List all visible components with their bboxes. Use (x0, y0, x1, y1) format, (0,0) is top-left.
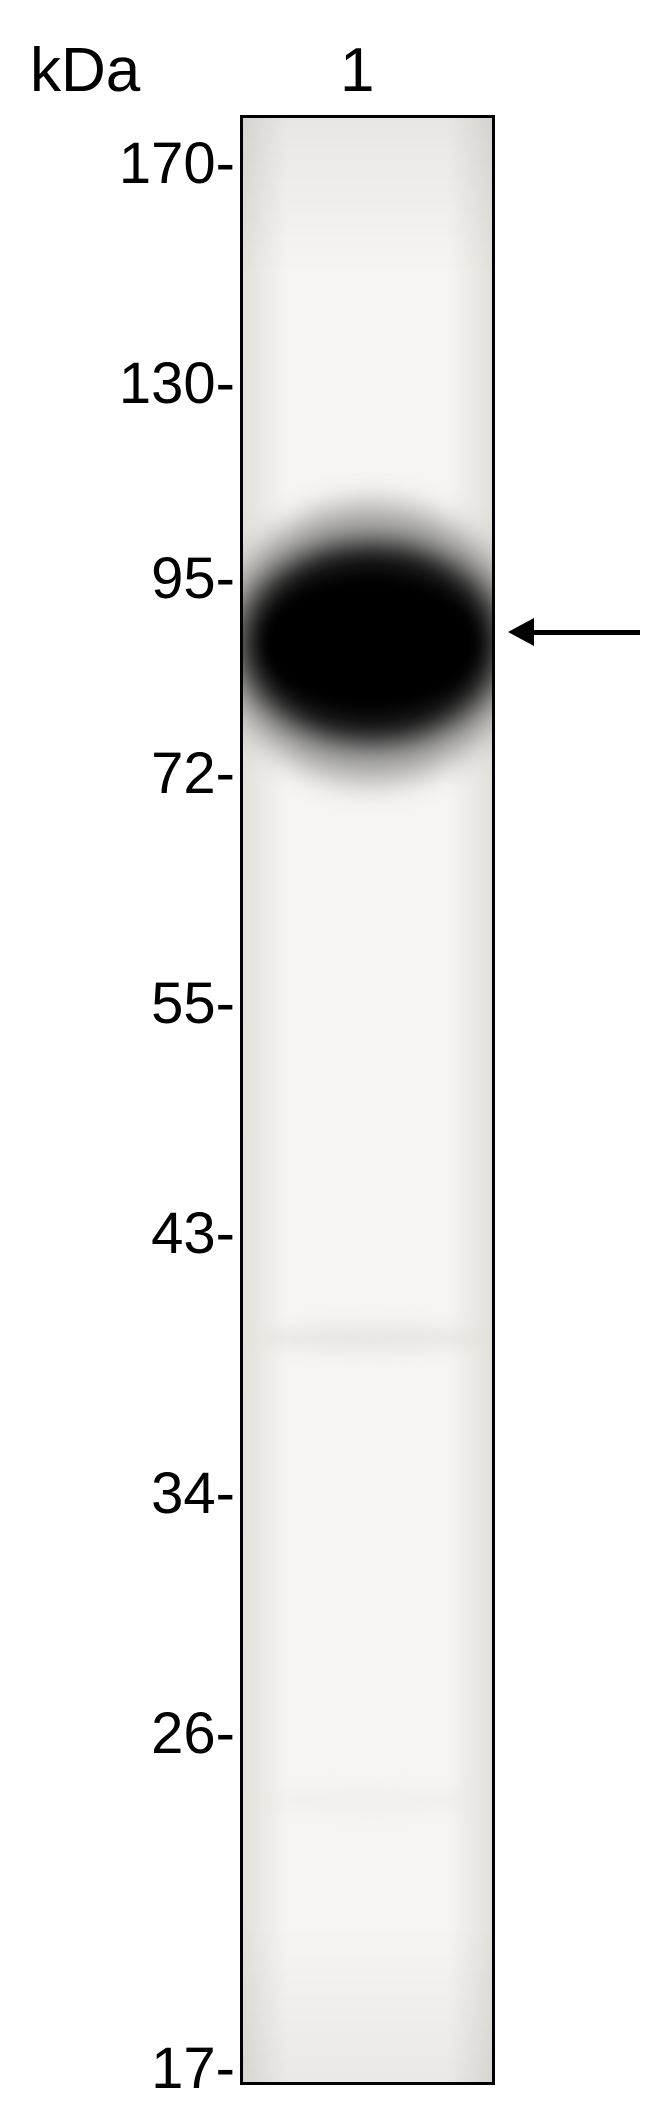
marker-17: 17- (151, 2035, 235, 2102)
marker-170: 170- (119, 130, 235, 197)
unit-label: kDa (30, 35, 140, 106)
lane-number-label: 1 (340, 35, 374, 106)
blot-lane (240, 115, 495, 2085)
marker-43: 43- (151, 1200, 235, 1267)
band-arrow (508, 618, 643, 648)
marker-34: 34- (151, 1460, 235, 1527)
western-blot-figure: kDa 1 170- 130- 95- 72- 55- 43- 34- 26- … (0, 0, 650, 2119)
primary-band-core (263, 578, 478, 708)
faint-band-2 (268, 1788, 473, 1813)
marker-72: 72- (151, 740, 235, 807)
marker-26: 26- (151, 1700, 235, 1767)
marker-130: 130- (119, 350, 235, 417)
marker-55: 55- (151, 970, 235, 1037)
arrow-head-icon (508, 618, 534, 646)
marker-95: 95- (151, 545, 235, 612)
faint-band-1 (263, 1323, 478, 1353)
arrow-shaft (532, 630, 640, 635)
